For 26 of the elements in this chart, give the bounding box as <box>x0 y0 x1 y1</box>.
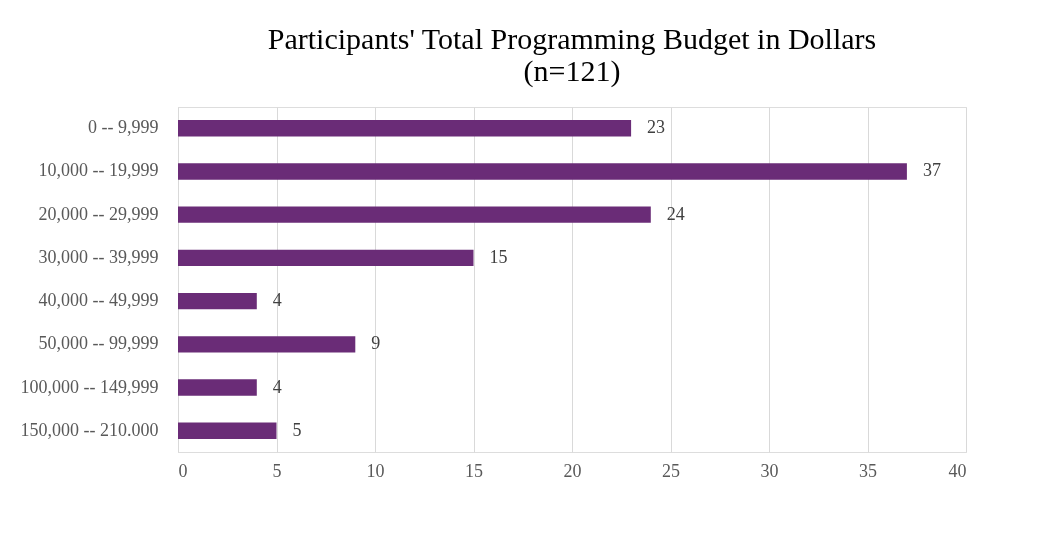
data-label: 37 <box>922 160 941 181</box>
chart-title: Participants' Total Programming Budget in Dollars (n=121) <box>267 22 877 88</box>
x-tick-label: 0 <box>178 460 188 481</box>
y-tick-label: 30,000 -- 39,999 <box>38 246 159 267</box>
y-tick-label: 50,000 -- 99,999 <box>38 333 159 354</box>
x-tick-label: 5 <box>272 460 282 481</box>
y-tick-label: 100,000 -- 149,999 <box>20 376 159 397</box>
y-tick-label: 150,000 -- 210.000 <box>20 419 159 440</box>
x-tick-label: 15 <box>465 460 483 481</box>
data-label: 5 <box>292 419 302 440</box>
x-tick-label: 30 <box>760 460 779 481</box>
data-label: 4 <box>272 290 282 311</box>
data-label: 15 <box>489 246 508 267</box>
x-tick-label: 35 <box>859 460 877 481</box>
x-tick-label: 10 <box>366 460 385 481</box>
y-tick-label: 10,000 -- 19,999 <box>38 160 159 181</box>
x-tick-label: 20 <box>563 460 582 481</box>
x-tick-label: 25 <box>662 460 680 481</box>
y-tick-label: 0 -- 9,999 <box>88 117 159 138</box>
data-label: 4 <box>272 376 282 397</box>
y-tick-label: 40,000 -- 49,999 <box>38 290 159 311</box>
data-label: 24 <box>666 203 685 224</box>
data-label: 9 <box>371 333 381 354</box>
y-tick-label: 20,000 -- 29,999 <box>38 203 159 224</box>
x-tick-label: 40 <box>948 460 967 481</box>
data-label: 23 <box>647 117 666 138</box>
